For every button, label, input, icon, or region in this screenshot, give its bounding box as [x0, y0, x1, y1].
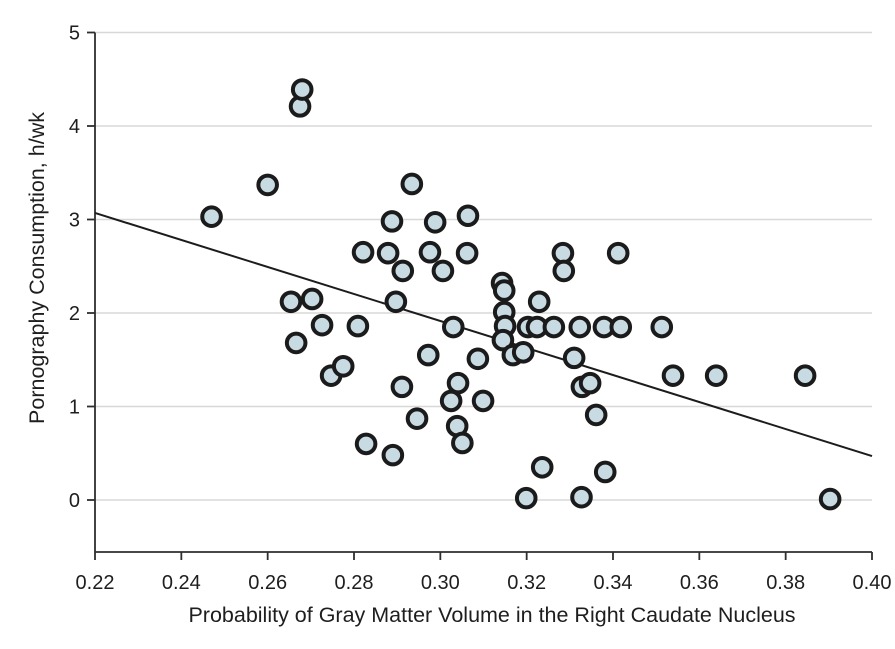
x-tick-label: 0.22: [76, 572, 115, 594]
x-tick-label: 0.40: [853, 572, 892, 594]
data-point: [704, 364, 728, 387]
data-point: [456, 204, 480, 228]
y-tick-label: 0: [69, 490, 80, 512]
data-point: [491, 328, 515, 352]
x-tick-label: 0.26: [248, 572, 287, 594]
x-tick-label: 0.28: [335, 572, 374, 594]
data-point: [451, 431, 474, 455]
trend-line-layer: [94, 212, 873, 458]
data-point: [331, 354, 355, 378]
y-tick-label: 1: [69, 397, 80, 419]
y-tick-label: 4: [69, 116, 80, 138]
data-point: [390, 375, 414, 399]
data-point: [793, 364, 817, 387]
data-point: [609, 315, 633, 339]
x-tick-label: 0.38: [766, 572, 805, 594]
data-point: [381, 443, 405, 467]
data-point: [552, 259, 576, 283]
data-point: [441, 315, 465, 339]
y-tick-label: 3: [69, 210, 80, 232]
data-point: [405, 407, 429, 430]
data-point: [354, 432, 378, 456]
data-point: [562, 346, 586, 370]
data-point: [418, 240, 442, 264]
data-point: [346, 314, 370, 338]
data-point: [650, 315, 674, 339]
y-tick-label: 2: [69, 303, 80, 325]
data-point: [391, 259, 415, 283]
axis-layer: 0 1 2 3 4 5 0.22 0.24 0.26 0.28 0.30 0.32 0.34 0.36 0.…: [69, 23, 892, 595]
data-point: [578, 371, 602, 395]
x-tick-label: 0.34: [594, 572, 633, 594]
data-point: [542, 315, 566, 339]
data-point: [492, 279, 516, 302]
data-point: [471, 389, 495, 413]
data-point: [300, 287, 324, 311]
data-point: [380, 210, 404, 233]
trend-line: [94, 212, 873, 458]
data-point: [416, 343, 440, 367]
data-point: [584, 403, 608, 427]
data-point: [466, 347, 490, 371]
data-point: [455, 241, 479, 265]
data-point: [284, 331, 308, 355]
data-point: [423, 211, 447, 234]
data-point: [256, 173, 279, 197]
gridline-layer: [95, 31, 872, 501]
data-point: [570, 485, 593, 509]
data-point: [310, 313, 334, 337]
data-point: [511, 340, 535, 364]
data-point: [351, 240, 375, 264]
x-tick-label: 0.36: [680, 572, 719, 594]
x-axis-title: Probability of Gray Matter Volume in the…: [188, 603, 795, 627]
data-point: [527, 290, 551, 314]
x-tick-label: 0.32: [507, 572, 546, 594]
data-point: [439, 389, 463, 413]
data-point: [200, 205, 223, 228]
y-tick-label: 5: [69, 23, 80, 45]
data-point: [431, 259, 455, 283]
data-point: [400, 172, 424, 196]
data-point: [279, 290, 303, 314]
data-point: [661, 364, 685, 387]
data-point: [606, 241, 630, 265]
data-point: [514, 486, 538, 510]
data-point: [384, 290, 408, 314]
data-point-layer: [200, 78, 842, 511]
data-point: [530, 455, 554, 479]
data-point: [376, 241, 400, 265]
data-point: [593, 460, 617, 484]
data-point: [568, 315, 592, 339]
data-point: [290, 78, 314, 101]
y-axis-title: Pornography Consumption, h/wk: [25, 112, 49, 424]
data-point: [818, 487, 842, 511]
x-tick-label: 0.30: [421, 572, 460, 594]
x-tick-label: 0.24: [162, 572, 201, 594]
